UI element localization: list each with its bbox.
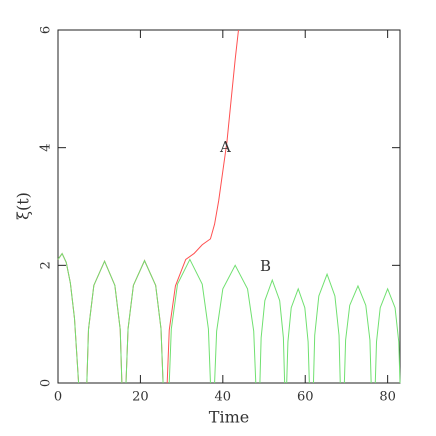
- x-axis-label: Time: [209, 408, 249, 427]
- y-axis-label: ξ(t): [14, 192, 33, 220]
- series-line: [57, 252, 401, 384]
- annotation: B: [260, 257, 271, 275]
- x-tick-label: 80: [379, 390, 396, 405]
- y-tick-label: 4: [39, 144, 54, 152]
- y-tick-label: 0: [39, 379, 54, 387]
- y-tick-label: 6: [39, 26, 54, 34]
- x-tick-label: 60: [297, 390, 314, 405]
- y-tick-label: 2: [39, 261, 54, 269]
- x-tick-label: 40: [215, 390, 232, 405]
- annotation: A: [219, 138, 231, 156]
- x-tick-label: 0: [54, 390, 62, 405]
- plot-frame: [57, 29, 401, 384]
- series-line: [57, 29, 239, 384]
- x-tick-label: 20: [132, 390, 149, 405]
